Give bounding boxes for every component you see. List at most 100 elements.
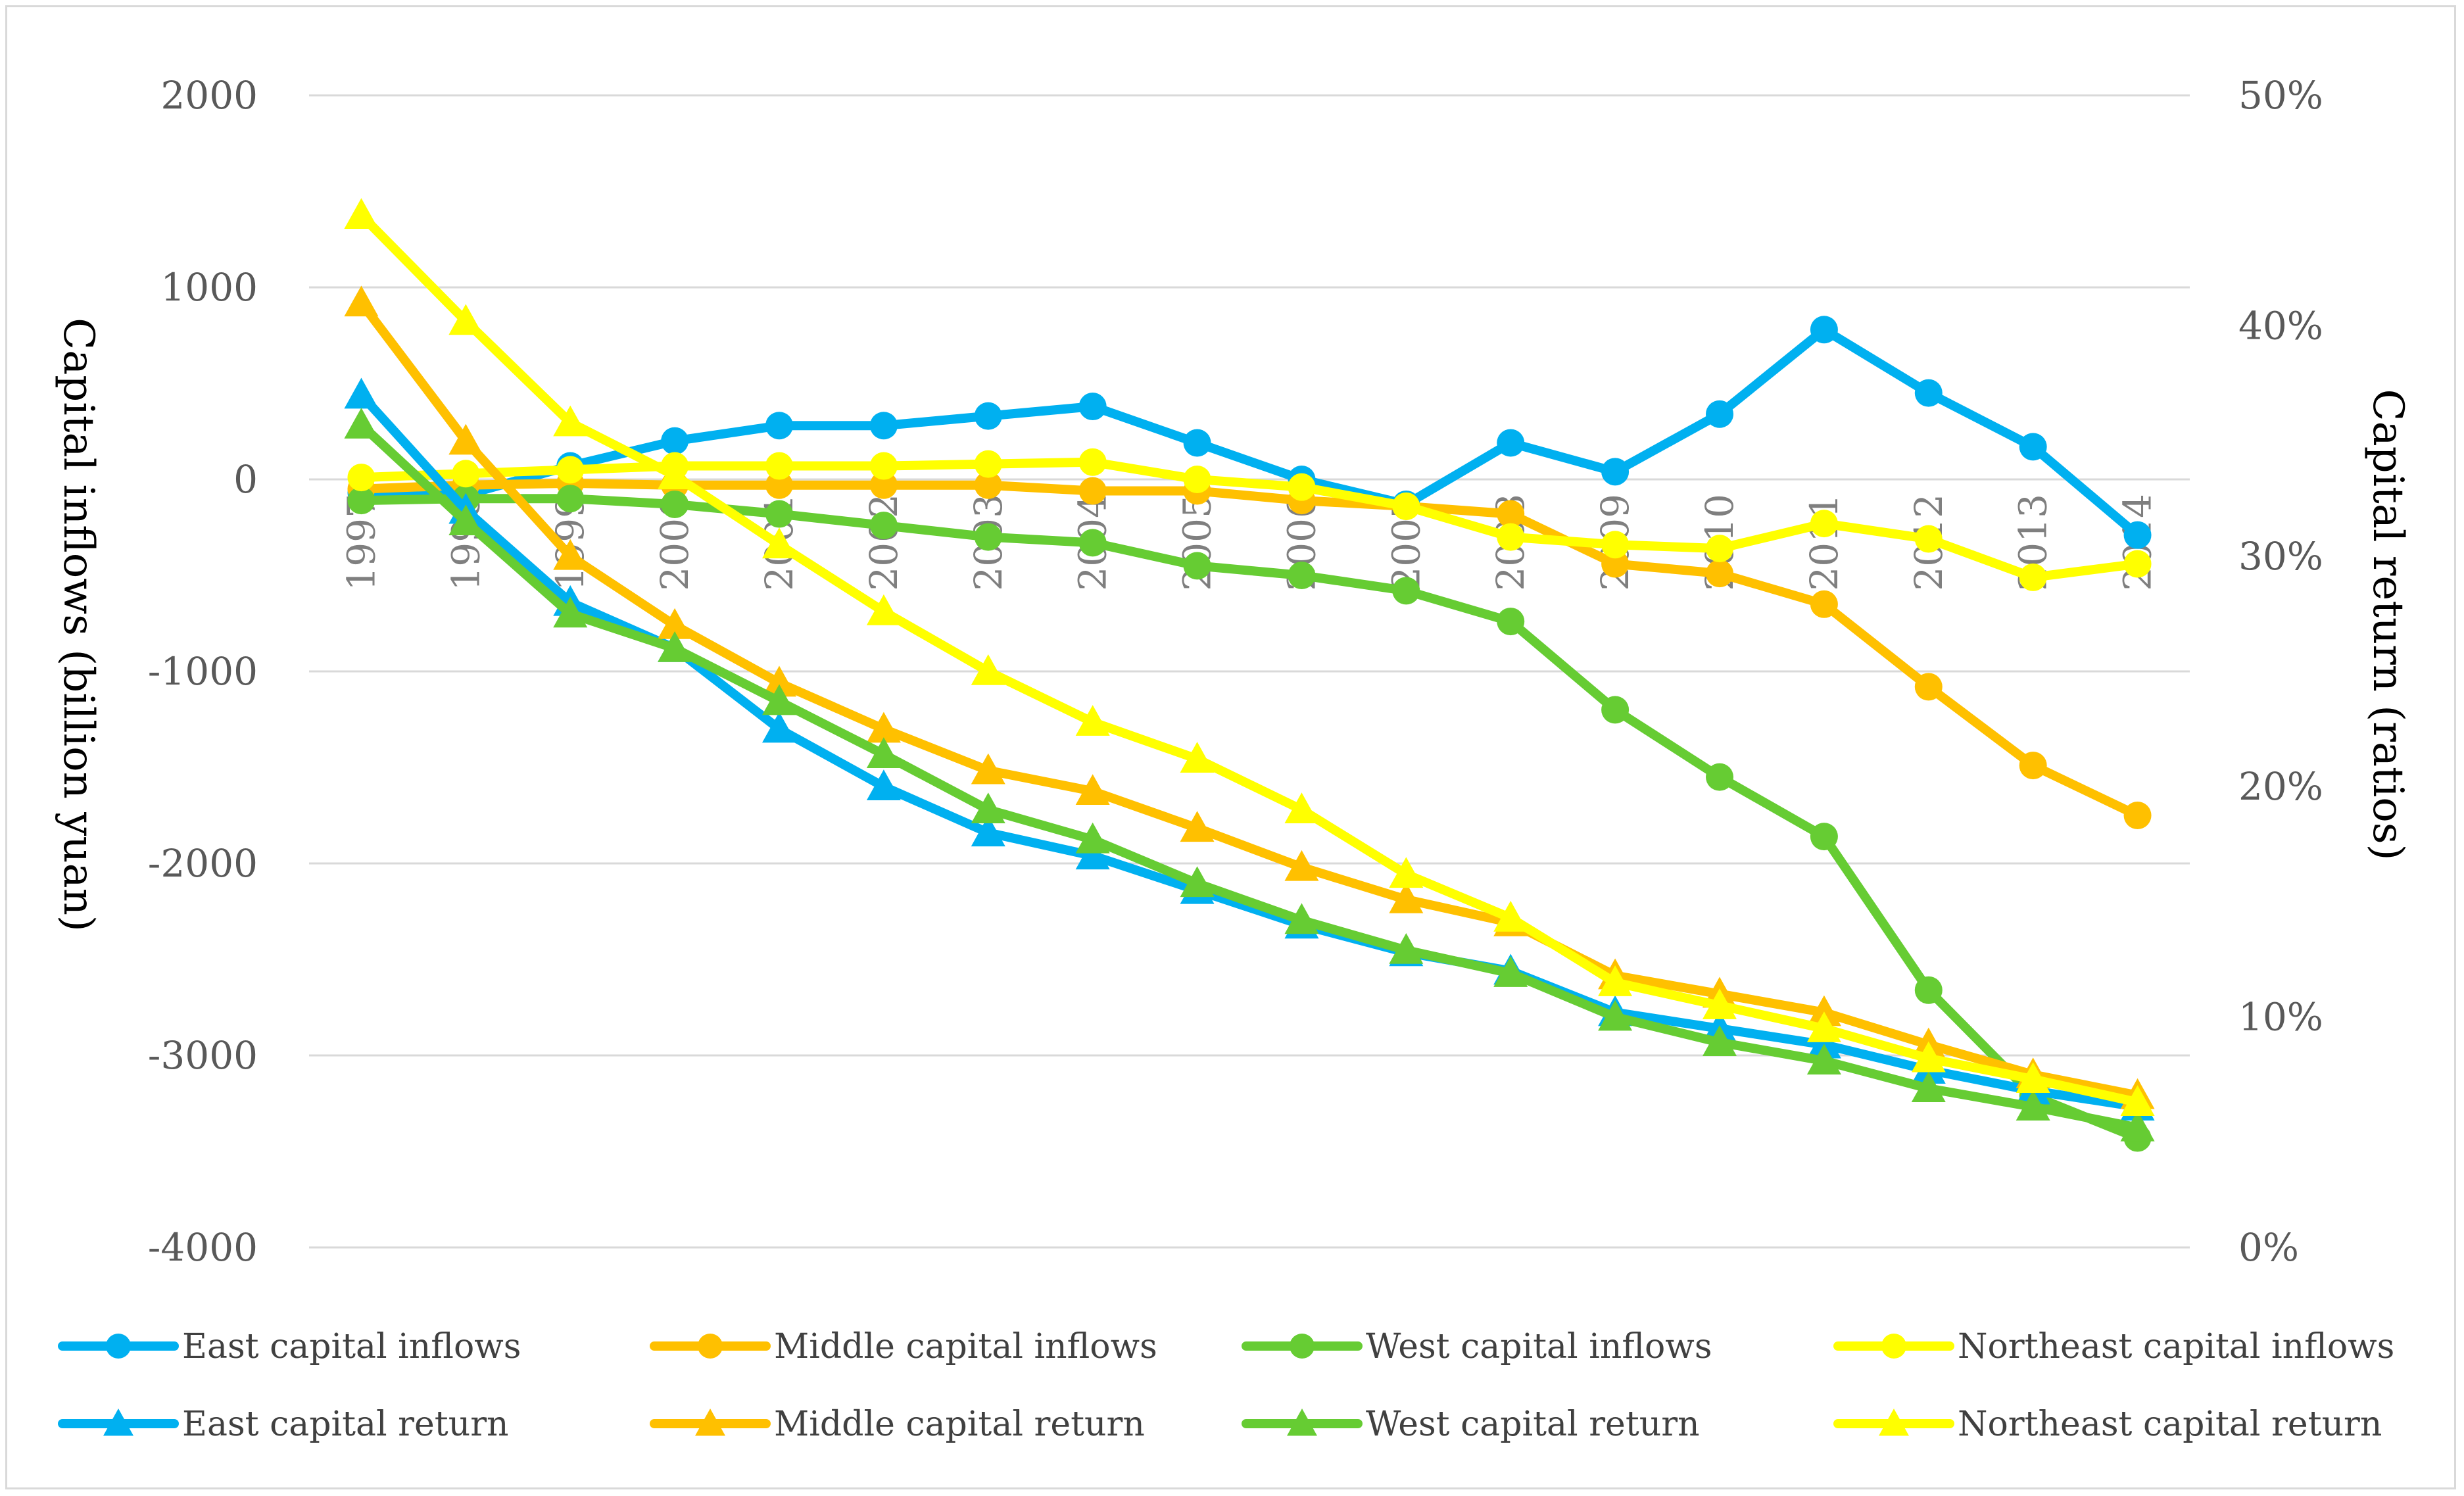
legend-item: West capital inflows — [1242, 1327, 1712, 1366]
right-tick-label: 10% — [2238, 995, 2323, 1040]
series-line — [356, 420, 2142, 1132]
data-point — [1180, 742, 1215, 773]
right-tick-label: 50% — [2238, 73, 2323, 118]
right-tick-label: 0% — [2238, 1225, 2299, 1270]
data-point — [1183, 429, 1211, 457]
data-point — [1389, 882, 1424, 913]
data-point — [344, 285, 379, 317]
data-point — [1392, 492, 1420, 520]
data-point — [1497, 608, 1525, 636]
data-point — [1703, 1025, 1737, 1056]
data-point — [1497, 429, 1525, 457]
legend-label: West capital return — [1366, 1405, 1700, 1444]
data-point — [866, 594, 901, 625]
left-tick-label: 0 — [233, 457, 258, 502]
data-point — [556, 456, 585, 484]
series-line — [356, 325, 2142, 540]
data-point — [1806, 1044, 1841, 1074]
left-axis-ticks: -4000 -3000 -2000 -1000 0 1000 2000 — [148, 73, 258, 1270]
left-axis-title: Capital inflows (billion yuan) — [54, 318, 103, 932]
data-point — [974, 402, 1002, 430]
data-point — [2123, 802, 2152, 829]
x-tick-label: 2002 — [861, 494, 906, 591]
legend-label: East capital return — [182, 1405, 509, 1444]
data-point — [1075, 822, 1110, 854]
legend-label: Northeast capital inflows — [1958, 1327, 2394, 1366]
legend-item: Middle capital return — [650, 1405, 1145, 1444]
data-point — [1078, 448, 1107, 476]
data-point — [762, 684, 796, 715]
data-point — [1914, 525, 1943, 553]
data-point — [1810, 590, 1838, 618]
data-point — [2120, 1110, 2155, 1142]
data-point — [452, 460, 480, 488]
left-tick-label: -2000 — [148, 841, 258, 886]
left-tick-label: -4000 — [148, 1225, 258, 1270]
data-point — [1914, 673, 1943, 701]
data-point — [1284, 850, 1319, 881]
data-point — [1706, 400, 1733, 428]
data-point — [1497, 500, 1525, 528]
data-point — [2019, 433, 2047, 461]
series-east-capital-inflows — [347, 316, 2152, 549]
data-point — [971, 815, 1005, 847]
data-point — [1598, 1000, 1633, 1031]
legend-item: Northeast capital return — [1833, 1405, 2382, 1444]
legend-swatch-marker — [698, 1334, 723, 1359]
data-point — [2019, 563, 2047, 591]
data-point — [1598, 965, 1633, 996]
data-point — [974, 450, 1002, 478]
data-point — [1493, 956, 1528, 987]
data-point — [448, 423, 483, 455]
series-line — [356, 478, 2142, 820]
left-tick-label: -3000 — [148, 1033, 258, 1078]
data-point — [1810, 316, 1838, 344]
data-point — [869, 512, 898, 540]
legend-label: West capital inflows — [1366, 1327, 1712, 1366]
data-point — [866, 712, 901, 743]
legend-swatch-marker — [695, 1409, 725, 1436]
chart-frame — [5, 5, 2456, 1489]
left-tick-label: 1000 — [160, 265, 258, 310]
data-point — [762, 665, 796, 697]
data-point — [1180, 811, 1215, 842]
data-point — [1601, 696, 1630, 724]
data-point — [765, 452, 793, 480]
right-tick-label: 20% — [2238, 764, 2323, 809]
data-point — [1810, 510, 1838, 538]
data-point — [344, 408, 379, 439]
data-point — [2123, 550, 2152, 578]
data-point — [658, 631, 692, 662]
left-tick-label: -1000 — [148, 649, 258, 694]
x-axis-ticks: 1997199819992000200120022003200420052006… — [339, 494, 2160, 591]
data-point — [661, 490, 689, 518]
data-point — [1183, 552, 1211, 580]
legend-swatch-marker — [1879, 1409, 1909, 1436]
series-layer — [344, 198, 2155, 1152]
data-point — [765, 471, 793, 499]
series-northeast-capital-inflows — [347, 448, 2152, 591]
legend-item: Middle capital inflows — [650, 1327, 1157, 1366]
data-point — [1075, 838, 1110, 870]
data-point — [971, 792, 1005, 824]
data-point — [1288, 562, 1316, 589]
data-point — [1806, 1027, 1841, 1059]
data-point — [347, 487, 375, 515]
legend-swatch-marker — [106, 1334, 131, 1359]
data-point — [866, 737, 901, 768]
data-point — [1284, 903, 1319, 934]
data-point — [347, 464, 375, 492]
right-axis-title: Capital return (ratios) — [2363, 389, 2412, 860]
data-point — [1389, 932, 1424, 964]
data-point — [1497, 523, 1525, 551]
data-point — [1284, 792, 1319, 824]
data-point — [1806, 1011, 1841, 1042]
data-point — [2123, 521, 2152, 549]
data-point — [762, 712, 796, 743]
data-point — [1706, 560, 1733, 588]
data-point — [1389, 857, 1424, 888]
data-point — [1075, 774, 1110, 806]
data-point — [974, 471, 1002, 499]
legend-swatch-marker — [103, 1409, 133, 1436]
